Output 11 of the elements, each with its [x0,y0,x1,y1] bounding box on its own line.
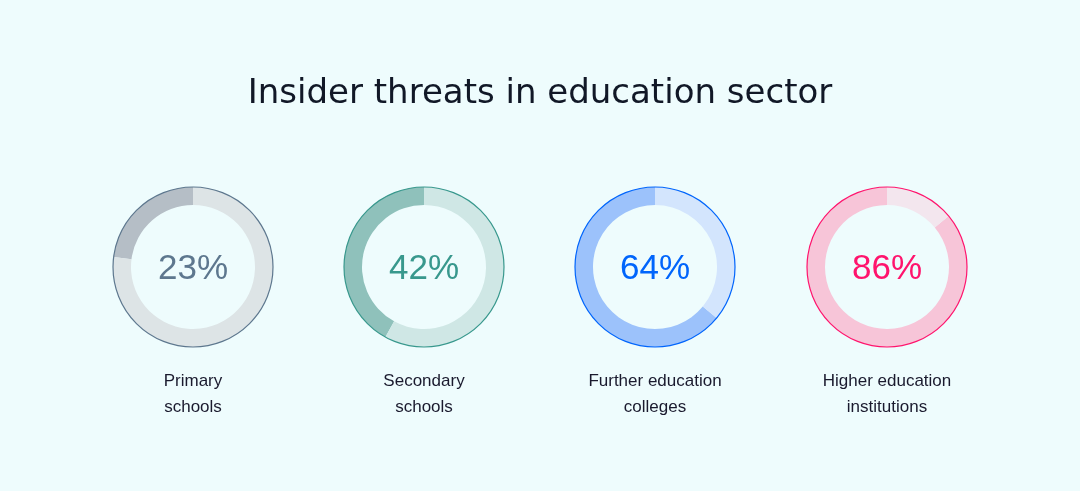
text: Insider threats in education sector [247,71,833,111]
text: Secondary schools [383,371,466,416]
text: Higher education institutions [822,371,952,416]
text: Further education colleges [588,371,722,416]
donut-slice [385,187,504,347]
data-label: 23% [157,247,229,286]
data-label: 42% [388,247,460,286]
data-label: 86% [851,247,923,286]
donut-slice [575,187,717,347]
data-label: 64% [619,247,691,286]
text: Primary schools [163,371,223,416]
